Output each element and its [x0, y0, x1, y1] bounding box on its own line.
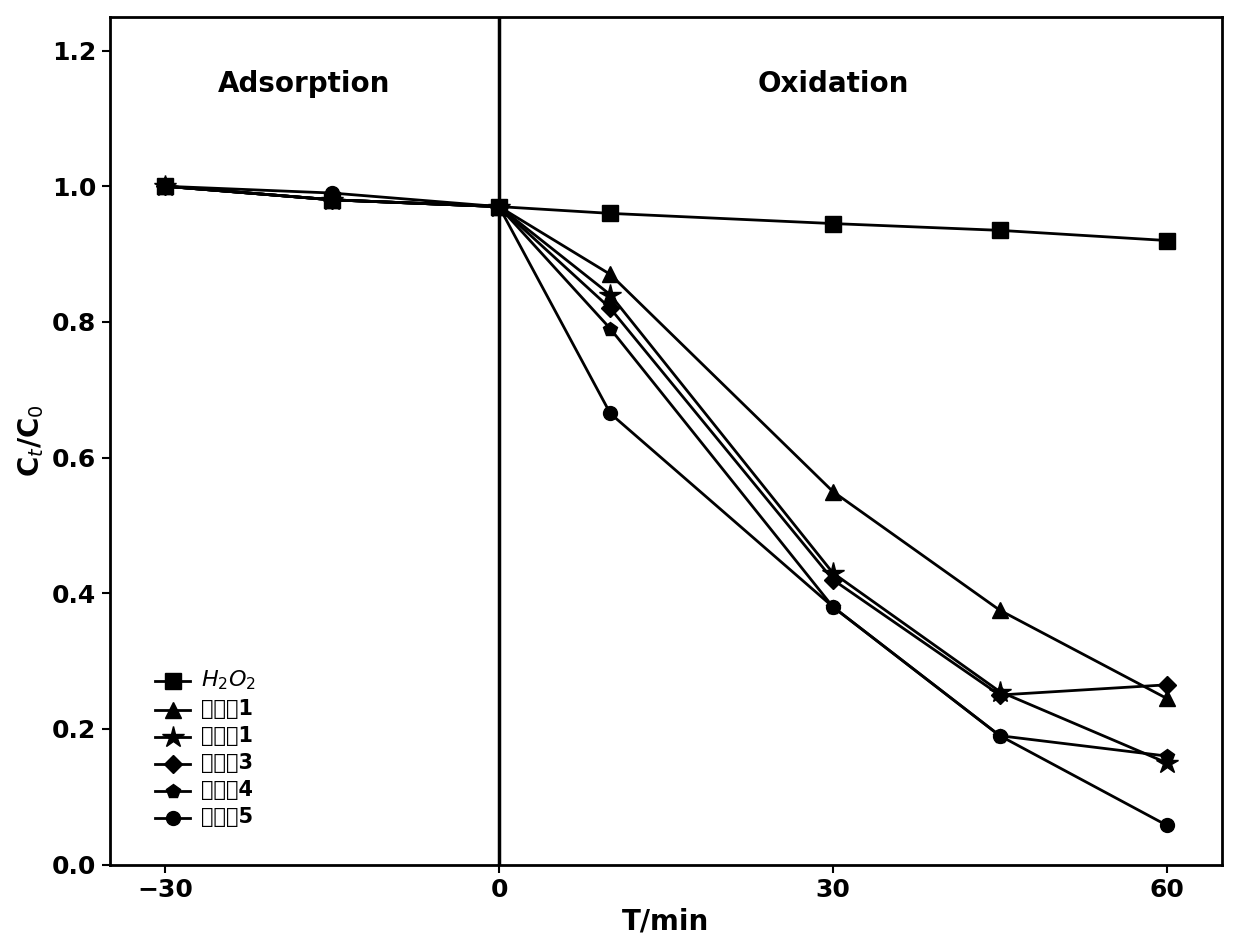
Line: 实施例1: 实施例1	[154, 175, 1178, 774]
H$_2$O$_2$	[825, 218, 840, 229]
实施例3	[157, 181, 172, 192]
Text: Oxidation: Oxidation	[757, 70, 908, 98]
H$_2$O$_2$	[157, 181, 172, 192]
实施例4	[992, 730, 1007, 742]
H$_2$O$_2$	[603, 208, 618, 219]
实施例1	[325, 194, 339, 206]
实施例1	[825, 567, 840, 579]
对照例1	[1160, 693, 1175, 704]
实施例3	[1160, 679, 1175, 690]
Line: 实施例4: 实施例4	[159, 179, 1173, 763]
实施例5	[1160, 820, 1175, 831]
实施例1	[603, 289, 618, 301]
实施例4	[157, 181, 172, 192]
实施例5	[492, 201, 507, 212]
H$_2$O$_2$	[992, 225, 1007, 236]
对照例1	[825, 486, 840, 497]
Legend: $H_2O_2$, 对照例1, 实施例1, 实施例3, 实施例4, 实施例5: $H_2O_2$, 对照例1, 实施例1, 实施例3, 实施例4, 实施例5	[150, 663, 261, 832]
实施例4	[825, 601, 840, 612]
H$_2$O$_2$	[492, 201, 507, 212]
实施例3	[325, 194, 339, 206]
对照例1	[157, 181, 172, 192]
实施例5	[157, 181, 172, 192]
实施例1	[157, 181, 172, 192]
Line: 实施例3: 实施例3	[159, 180, 1173, 702]
实施例3	[492, 201, 507, 212]
实施例1	[992, 685, 1007, 697]
Text: Adsorption: Adsorption	[218, 70, 390, 98]
Line: 实施例5: 实施例5	[159, 179, 1173, 832]
Line: 对照例1: 对照例1	[157, 179, 1175, 706]
实施例3	[992, 689, 1007, 701]
实施例3	[603, 303, 618, 314]
实施例5	[992, 730, 1007, 742]
实施例4	[325, 194, 339, 206]
实施例5	[325, 188, 339, 199]
实施例3	[825, 574, 840, 585]
对照例1	[325, 194, 339, 206]
H$_2$O$_2$	[325, 194, 339, 206]
X-axis label: T/min: T/min	[622, 907, 710, 935]
对照例1	[992, 605, 1007, 616]
实施例4	[492, 201, 507, 212]
对照例1	[492, 201, 507, 212]
Line: H$_2$O$_2$: H$_2$O$_2$	[157, 179, 1175, 248]
实施例5	[825, 601, 840, 612]
实施例4	[1160, 750, 1175, 762]
实施例1	[1160, 757, 1175, 768]
实施例1	[492, 201, 507, 212]
实施例5	[603, 407, 618, 419]
对照例1	[603, 268, 618, 280]
H$_2$O$_2$	[1160, 235, 1175, 247]
Y-axis label: C$_t$/C$_0$: C$_t$/C$_0$	[16, 405, 47, 477]
实施例4	[603, 323, 618, 334]
